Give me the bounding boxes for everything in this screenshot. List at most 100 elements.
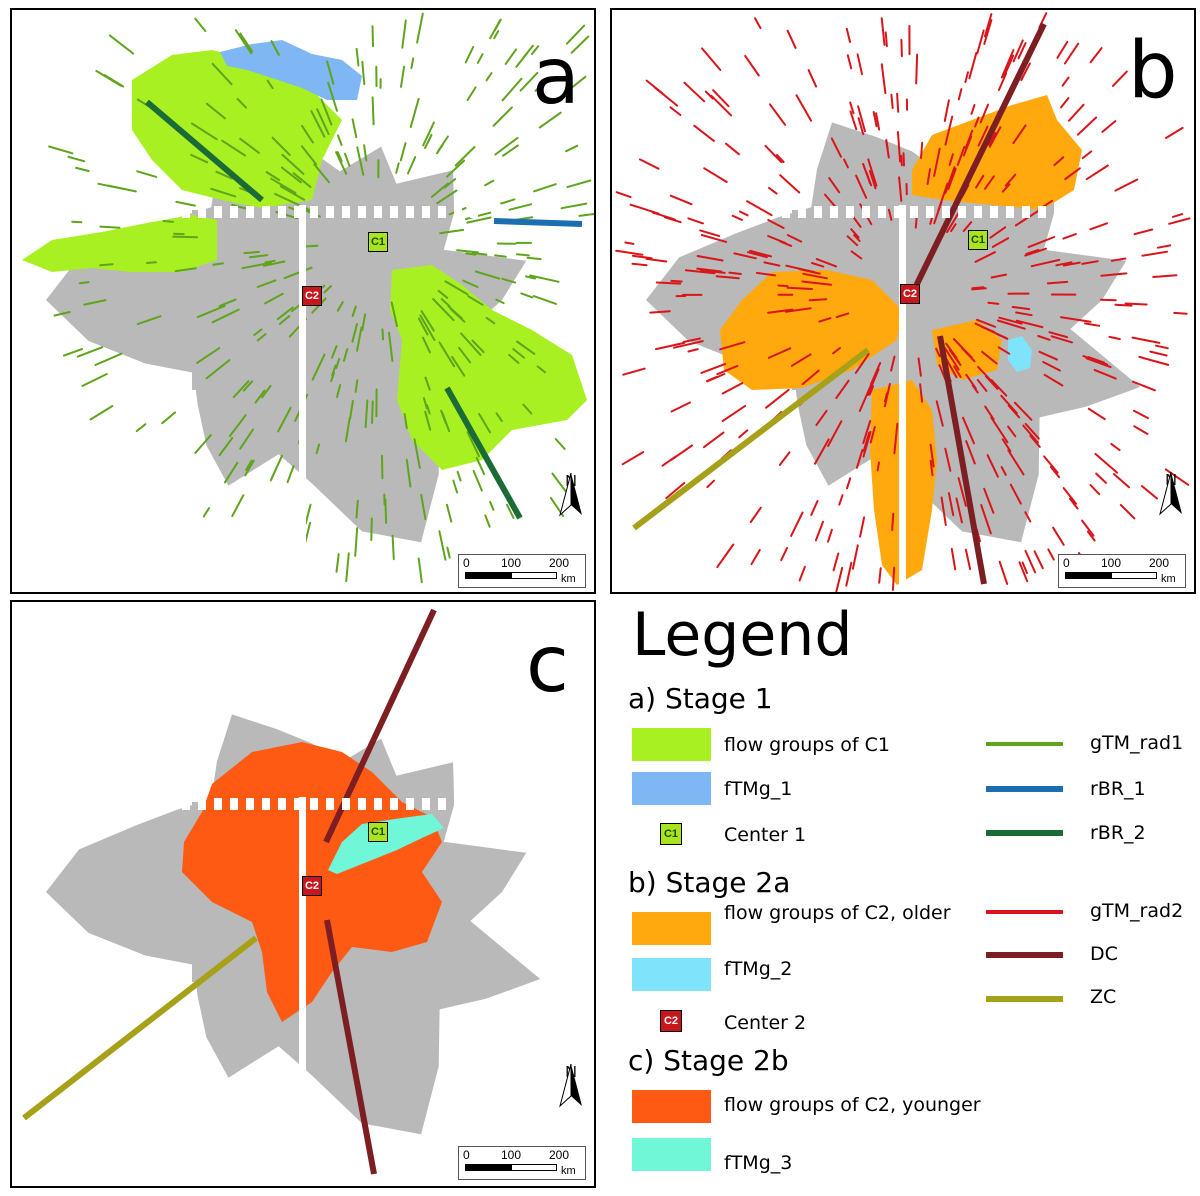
dyke-segment: [146, 261, 157, 264]
dyke-segment: [349, 400, 354, 420]
rbr-2-line-se: [444, 386, 523, 520]
dyke-segment: [162, 220, 175, 223]
survey-gap-dash: [262, 798, 270, 810]
dyke-segment: [522, 403, 533, 415]
dyke-segment: [1038, 350, 1058, 361]
dyke-segment: [271, 136, 291, 156]
dyke-segment: [218, 437, 234, 457]
dyke-segment: [843, 158, 849, 169]
dyke-segment: [887, 208, 893, 221]
dyke-segment: [1114, 303, 1133, 307]
dyke-segment: [135, 423, 147, 433]
dyke-segment: [337, 134, 343, 146]
dc-line-north: [912, 22, 1047, 290]
dyke-segment: [175, 200, 196, 207]
dyke-segment: [1062, 261, 1081, 267]
gtm-rad2-dykes: [615, 12, 1191, 592]
dyke-segment: [956, 145, 966, 166]
dyke-segment: [494, 136, 519, 156]
dyke-segment: [1018, 561, 1029, 583]
dyke-segment: [53, 311, 71, 317]
center-1-legend-icon: C1: [660, 823, 682, 845]
dyke-segment: [99, 263, 114, 267]
dyke-segment: [354, 527, 359, 557]
dyke-segment: [632, 254, 653, 260]
dyke-segment: [974, 251, 996, 263]
dyke-segment: [786, 29, 797, 49]
dyke-segment: [520, 292, 534, 299]
dyke-segment: [1140, 485, 1158, 500]
dyke-segment: [310, 110, 326, 138]
dyke-segment: [684, 269, 716, 275]
dyke-segment: [447, 305, 463, 320]
dyke-segment: [846, 54, 853, 70]
dyke-segment: [371, 400, 374, 424]
map-panel-b: b C1 C2 N 0 100 200 km: [610, 8, 1196, 594]
north-arrow-icon: [559, 473, 582, 517]
dyke-segment: [884, 31, 888, 48]
dyke-segment: [1007, 425, 1017, 438]
dyke-segment: [424, 134, 433, 149]
dyke-segment: [919, 383, 924, 403]
dyke-segment: [516, 340, 536, 355]
dyke-segment: [801, 280, 833, 286]
dyke-segment: [1089, 484, 1101, 496]
dyke-segment: [283, 266, 313, 280]
dyke-segment: [845, 561, 853, 587]
dyke-segment: [500, 198, 516, 205]
dyke-segment: [1013, 401, 1033, 421]
dyke-segment: [990, 379, 1008, 397]
dyke-segment: [228, 414, 247, 437]
dyke-segment: [989, 226, 1007, 239]
dyke-segment: [231, 494, 245, 517]
dyke-segment: [896, 92, 900, 113]
dyke-segment: [407, 156, 417, 175]
dyke-segment: [410, 57, 415, 69]
dyke-segment: [97, 182, 126, 191]
dyke-segment: [673, 340, 704, 349]
dyke-segment: [335, 151, 348, 175]
dyke-segment: [1002, 54, 1015, 79]
dyke-segment: [964, 129, 974, 150]
dyke-segment: [331, 364, 337, 377]
dyke-segment: [554, 438, 566, 450]
dyke-segment: [1173, 311, 1188, 315]
dyke-segment: [944, 447, 952, 472]
dyke-segment: [466, 431, 480, 458]
dyke-segment: [351, 305, 357, 318]
dyke-segment: [370, 517, 373, 541]
dyke-segment: [900, 38, 903, 58]
dyke-segment: [437, 135, 449, 153]
dyke-segment: [464, 46, 475, 64]
dyke-segment: [964, 548, 972, 570]
dyke-segment: [210, 187, 237, 198]
dyke-segment: [937, 182, 949, 212]
center-2-marker: C2: [302, 286, 322, 306]
dyke-segment: [849, 101, 855, 115]
dyke-segment: [81, 373, 108, 387]
dyke-segment: [422, 336, 431, 354]
dc-line-south: [937, 335, 987, 585]
dyke-segment: [300, 145, 318, 166]
dyke-segment: [988, 132, 997, 146]
dyke-segment: [371, 96, 375, 126]
dyke-segment: [872, 111, 878, 128]
dyke-segment: [256, 333, 267, 342]
dyke-segment: [301, 125, 314, 144]
dyke-segment: [898, 176, 903, 202]
dyke-segment: [998, 560, 1009, 585]
dyke-segment: [504, 48, 518, 65]
dyke-segment: [944, 115, 954, 146]
survey-gap-dash: [926, 206, 934, 218]
dyke-segment: [827, 420, 843, 447]
dyke-segment: [432, 298, 455, 322]
dyke-segment: [323, 285, 332, 294]
dyke-segment: [320, 98, 333, 126]
swatch-ftmg-2: [632, 958, 711, 991]
survey-gap-dash: [230, 798, 238, 810]
dyke-segment: [484, 179, 495, 187]
dyke-segment: [767, 308, 794, 314]
scale-segment-black: [465, 572, 511, 579]
zc-line: [632, 347, 870, 531]
dyke-segment: [196, 304, 226, 319]
